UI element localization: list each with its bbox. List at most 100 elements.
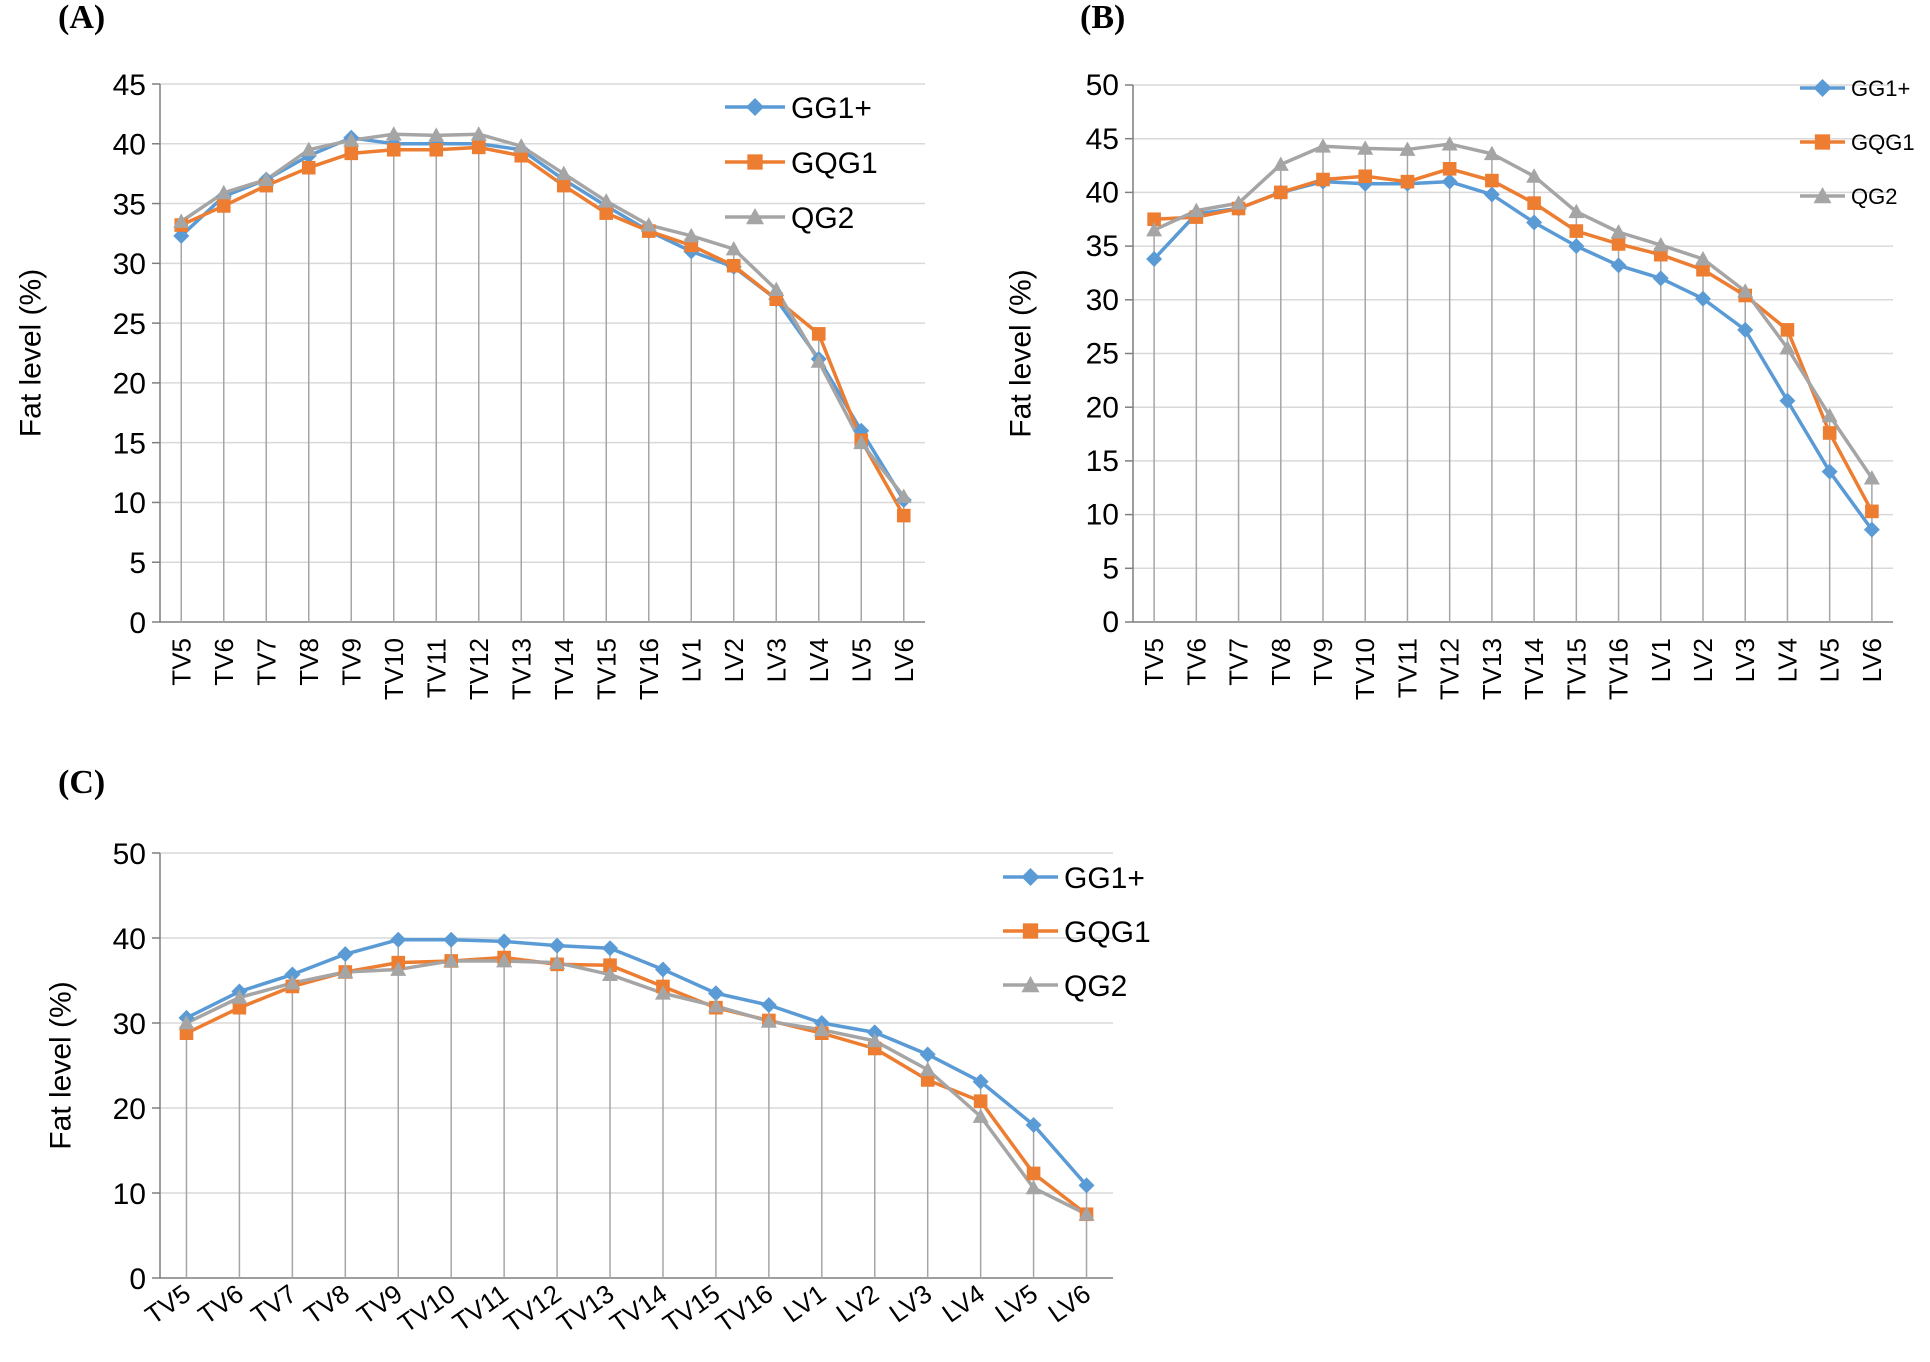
y-tick-label: 15	[1086, 445, 1119, 478]
data-point	[1652, 270, 1669, 287]
legend-label: GQG1	[1851, 130, 1915, 155]
series-line	[185, 937, 1088, 1187]
y-tick-label: 35	[113, 188, 146, 221]
data-point	[1025, 1179, 1042, 1195]
series-line	[185, 955, 1088, 1216]
data-point	[343, 132, 360, 147]
data-point	[1441, 136, 1458, 151]
data-point	[337, 946, 354, 963]
data-point	[1779, 392, 1796, 409]
y-tick-label: 0	[129, 1263, 146, 1296]
data-point	[1146, 221, 1163, 237]
legend-marker	[1022, 923, 1039, 939]
data-point	[429, 142, 444, 157]
data-point	[216, 199, 231, 213]
x-tick-label: LV1	[1646, 638, 1676, 682]
data-point	[1146, 250, 1163, 267]
x-tick-label: TV8	[294, 638, 324, 686]
data-point	[919, 1046, 936, 1063]
x-tick-label: TV6	[209, 638, 239, 686]
x-tick-label: LV5	[989, 1278, 1043, 1328]
data-point	[284, 966, 301, 983]
x-tick-label: LV2	[1688, 638, 1718, 682]
x-tick-label: TV6	[1181, 638, 1211, 686]
data-point	[173, 213, 190, 228]
panel-label-a: (A)	[58, 0, 105, 36]
y-tick-label: 30	[113, 1008, 146, 1041]
x-tick-label: LV2	[719, 638, 749, 682]
data-point	[386, 142, 401, 157]
x-tick-label: TV8	[298, 1278, 354, 1330]
data-point	[390, 961, 407, 976]
data-point	[866, 1032, 883, 1048]
x-tick-label: LV5	[846, 638, 876, 682]
data-point	[471, 140, 486, 155]
chart-a: 0 5 10 15 20 25 30 35 40 45 TV5 TV6 TV7 TV8 TV9 TV10 TV1…	[15, 69, 925, 700]
data-point	[1273, 185, 1288, 200]
y-axis-title: Fat level (%)	[1005, 269, 1038, 437]
data-point	[443, 931, 460, 948]
data-point	[603, 958, 617, 972]
data-point	[1863, 521, 1880, 538]
data-point	[1527, 196, 1541, 210]
x-tick-label: TV16	[634, 638, 664, 700]
x-tick-label: TV9	[1308, 638, 1338, 686]
x-tick-label: TV16	[1604, 638, 1634, 700]
x-tick-label: TV11	[421, 638, 451, 698]
x-tick-label: LV2	[831, 1278, 885, 1328]
data-point	[1822, 426, 1837, 440]
data-point	[258, 171, 275, 187]
legend-marker	[747, 154, 763, 170]
x-tick-label: LV1	[676, 638, 706, 682]
data-point	[1865, 504, 1879, 519]
x-tick-label: LV3	[884, 1278, 938, 1328]
data-point	[496, 933, 513, 950]
x-tick-label: LV1	[778, 1278, 832, 1328]
data-point	[1078, 1206, 1095, 1221]
data-point	[179, 1026, 194, 1040]
data-point	[760, 997, 777, 1014]
y-tick-label: 20	[113, 368, 146, 401]
x-tick-label: TV8	[1266, 638, 1296, 686]
x-tick-label: LV4	[937, 1278, 991, 1328]
data-point	[866, 1024, 883, 1041]
x-tick-label: TV15	[591, 638, 621, 700]
data-point	[896, 508, 911, 523]
y-tick-label: 0	[129, 607, 146, 640]
data-point	[640, 217, 657, 232]
legend-label: GG1+	[1064, 862, 1145, 895]
y-tick-label: 35	[1086, 230, 1119, 263]
x-tick-label: TV10	[393, 1278, 461, 1338]
data-point	[598, 193, 615, 208]
data-point	[895, 488, 912, 503]
x-tick-label: TV5	[166, 638, 196, 686]
data-point	[972, 1108, 989, 1123]
data-point	[810, 353, 827, 368]
data-point	[973, 1094, 988, 1108]
data-point	[1780, 323, 1795, 337]
data-point	[232, 1000, 247, 1015]
data-point	[549, 954, 566, 970]
x-tick-label: TV10	[1350, 638, 1380, 700]
x-tick-label: TV6	[193, 1278, 249, 1330]
data-point	[1568, 238, 1585, 255]
x-tick-label: LV5	[1815, 638, 1845, 682]
x-tick-label: TV16	[710, 1278, 778, 1338]
data-point	[811, 327, 826, 341]
data-point	[853, 434, 870, 450]
data-point	[1230, 195, 1247, 210]
legend-label: GG1+	[1851, 76, 1910, 101]
data-point	[602, 940, 619, 957]
x-tick-label: TV14	[549, 638, 579, 700]
x-tick-label: TV14	[604, 1278, 672, 1338]
x-tick-label: TV7	[251, 638, 281, 686]
data-point	[683, 227, 700, 243]
data-point	[1695, 250, 1711, 266]
data-point	[1652, 237, 1669, 252]
y-tick-label: 0	[1102, 606, 1119, 639]
data-point	[178, 1015, 195, 1030]
x-tick-label: TV15	[657, 1278, 725, 1338]
data-point	[920, 1073, 935, 1087]
x-tick-label: TV14	[1519, 638, 1549, 700]
x-tick-label: LV3	[1730, 638, 1760, 682]
